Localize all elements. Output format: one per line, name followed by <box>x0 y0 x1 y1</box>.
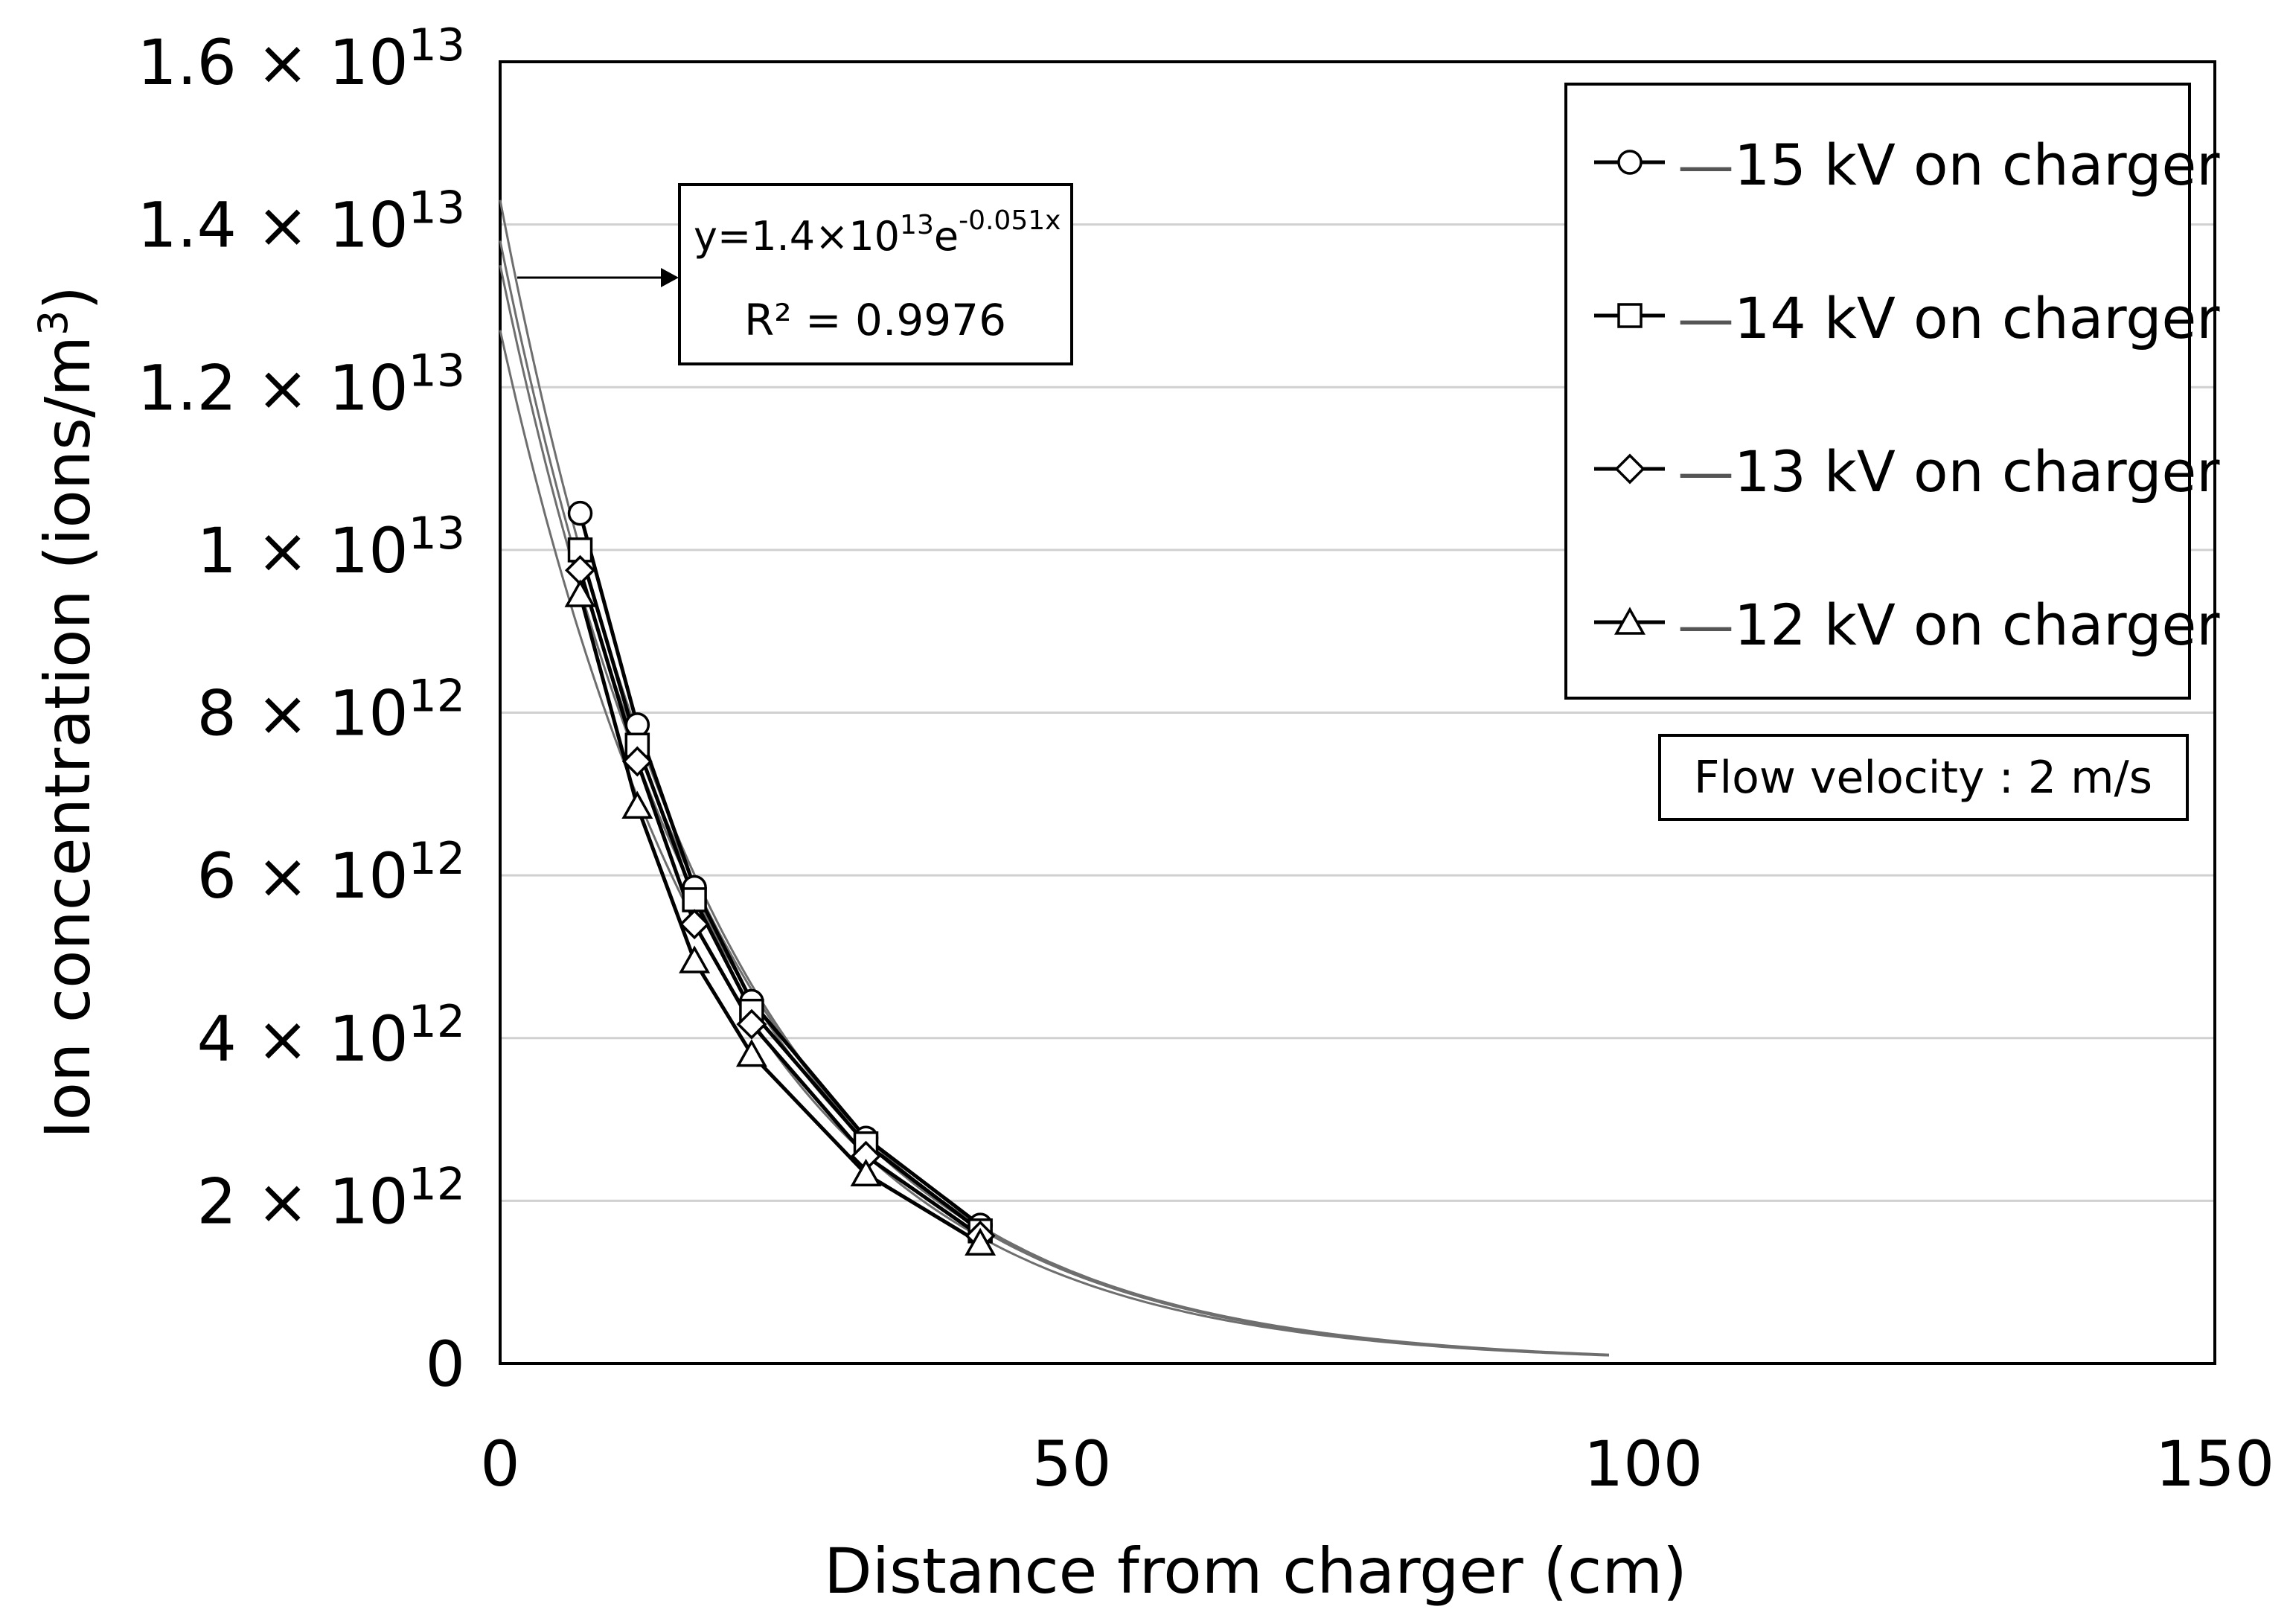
legend-item-3: —12 kV on charger <box>1594 592 2220 658</box>
equation-arrowhead <box>661 268 679 287</box>
marker-s3-p3 <box>738 1042 765 1066</box>
legend-name-1: 14 kV on charger <box>1734 285 2220 351</box>
legend-dash-2: — <box>1677 438 1734 505</box>
legend: —15 kV on charger—14 kV on charger—13 kV… <box>1566 84 2220 698</box>
data-markers <box>567 502 994 1255</box>
legend-name-0: 15 kV on charger <box>1734 132 2220 198</box>
y-tick-label-5: 1 × 1013 <box>197 508 465 587</box>
y-tick-mantissa-5: 1 × 10 <box>197 514 409 587</box>
legend-marker-1 <box>1619 304 1641 327</box>
y-tick-exponent-4: 12 <box>409 671 465 723</box>
y-tick-exponent-7: 13 <box>409 182 465 234</box>
marker-s3-p2 <box>681 948 708 972</box>
y-tick-label-1: 2 × 1012 <box>197 1158 465 1238</box>
y-axis-label-close: ) <box>31 286 104 310</box>
legend-item-0: —15 kV on charger <box>1594 132 2220 198</box>
marker-s3-p1 <box>624 793 650 817</box>
legend-dash-3: — <box>1677 592 1734 658</box>
legend-label-0: —15 kV on charger <box>1677 132 2220 198</box>
y-tick-label-8: 1.6 × 1013 <box>137 19 465 99</box>
x-tick-labels: 0 50 100 150 <box>480 1428 2274 1500</box>
y-tick-mantissa-3: 6 × 10 <box>197 840 409 912</box>
legend-dash-1: — <box>1677 285 1734 351</box>
y-axis-label-text: Ion concentration (ions/m <box>31 336 104 1139</box>
y-tick-label-7: 1.4 × 1013 <box>137 182 465 262</box>
legend-label-1: —14 kV on charger <box>1677 285 2220 351</box>
series-line-1 <box>581 550 981 1231</box>
legend-item-2: —13 kV on charger <box>1594 438 2220 505</box>
y-tick-label-4: 8 × 1012 <box>197 671 465 750</box>
legend-marker-0 <box>1619 151 1641 173</box>
chart: 0 50 100 150 02 × 10124 × 10126 × 10128 × 1… <box>0 0 2290 1624</box>
marker-s0-p0 <box>569 502 592 525</box>
legend-dash-0: — <box>1677 132 1734 198</box>
y-tick-mantissa-7: 1.4 × 10 <box>137 189 408 262</box>
fit-equation-prefix: y=1.4×10 <box>694 213 900 260</box>
fit-curve-0 <box>500 200 1609 1355</box>
legend-item-1: —14 kV on charger <box>1594 285 2220 351</box>
r-squared: R² = 0.9976 <box>744 295 1006 345</box>
y-axis-label-sup: 3 <box>30 310 77 336</box>
fit-equation-sup: 13 <box>900 210 934 240</box>
series-line-2 <box>581 570 981 1235</box>
y-tick-label-2: 4 × 1012 <box>197 996 465 1075</box>
series-lines <box>581 514 981 1243</box>
series-line-0 <box>581 514 981 1225</box>
y-tick-mantissa-4: 8 × 10 <box>197 677 409 750</box>
y-tick-mantissa-0: 0 <box>426 1328 465 1401</box>
y-axis-label: Ion concentration (ions/m3) <box>30 286 104 1139</box>
y-tick-mantissa-1: 2 × 10 <box>197 1165 409 1238</box>
legend-name-2: 13 kV on charger <box>1734 438 2220 505</box>
y-tick-label-3: 6 × 1012 <box>197 833 465 912</box>
fit-curves <box>500 200 1609 1355</box>
y-tick-exponent-6: 13 <box>409 345 465 397</box>
legend-name-3: 12 kV on charger <box>1734 592 2220 658</box>
y-tick-exponent-2: 12 <box>409 996 465 1048</box>
x-axis-label: Distance from charger (cm) <box>824 1535 1687 1608</box>
y-tick-exponent-1: 12 <box>409 1158 465 1210</box>
legend-label-3: —12 kV on charger <box>1677 592 2220 658</box>
y-tick-mantissa-2: 4 × 10 <box>197 1003 409 1075</box>
flow-velocity-text: Flow velocity : 2 m/s <box>1694 752 2152 804</box>
flow-velocity-note: Flow velocity : 2 m/s <box>1660 735 2187 819</box>
y-tick-mantissa-6: 1.2 × 10 <box>137 351 408 424</box>
fit-equation-exp: -0.051x <box>959 205 1061 236</box>
x-tick-label-1: 50 <box>1032 1428 1112 1500</box>
x-tick-label-2: 100 <box>1584 1428 1703 1500</box>
y-tick-mantissa-8: 1.6 × 10 <box>137 26 408 99</box>
equation-annotation: y=1.4×1013e-0.051x R² = 0.9976 <box>517 185 1072 364</box>
marker-s1-p2 <box>683 889 706 911</box>
legend-label-2: —13 kV on charger <box>1677 438 2220 505</box>
marker-s0-p1 <box>626 714 648 736</box>
x-tick-label-3: 150 <box>2155 1428 2274 1500</box>
y-tick-exponent-8: 13 <box>409 19 465 71</box>
fit-equation-base: e <box>934 213 959 260</box>
y-tick-label-6: 1.2 × 1013 <box>137 345 465 424</box>
y-tick-label-0: 0 <box>426 1328 465 1401</box>
y-tick-exponent-3: 12 <box>409 833 465 885</box>
x-tick-label-0: 0 <box>480 1428 519 1500</box>
series-line-3 <box>581 595 981 1243</box>
fit-curve-1 <box>500 241 1609 1355</box>
y-tick-exponent-5: 13 <box>409 508 465 560</box>
